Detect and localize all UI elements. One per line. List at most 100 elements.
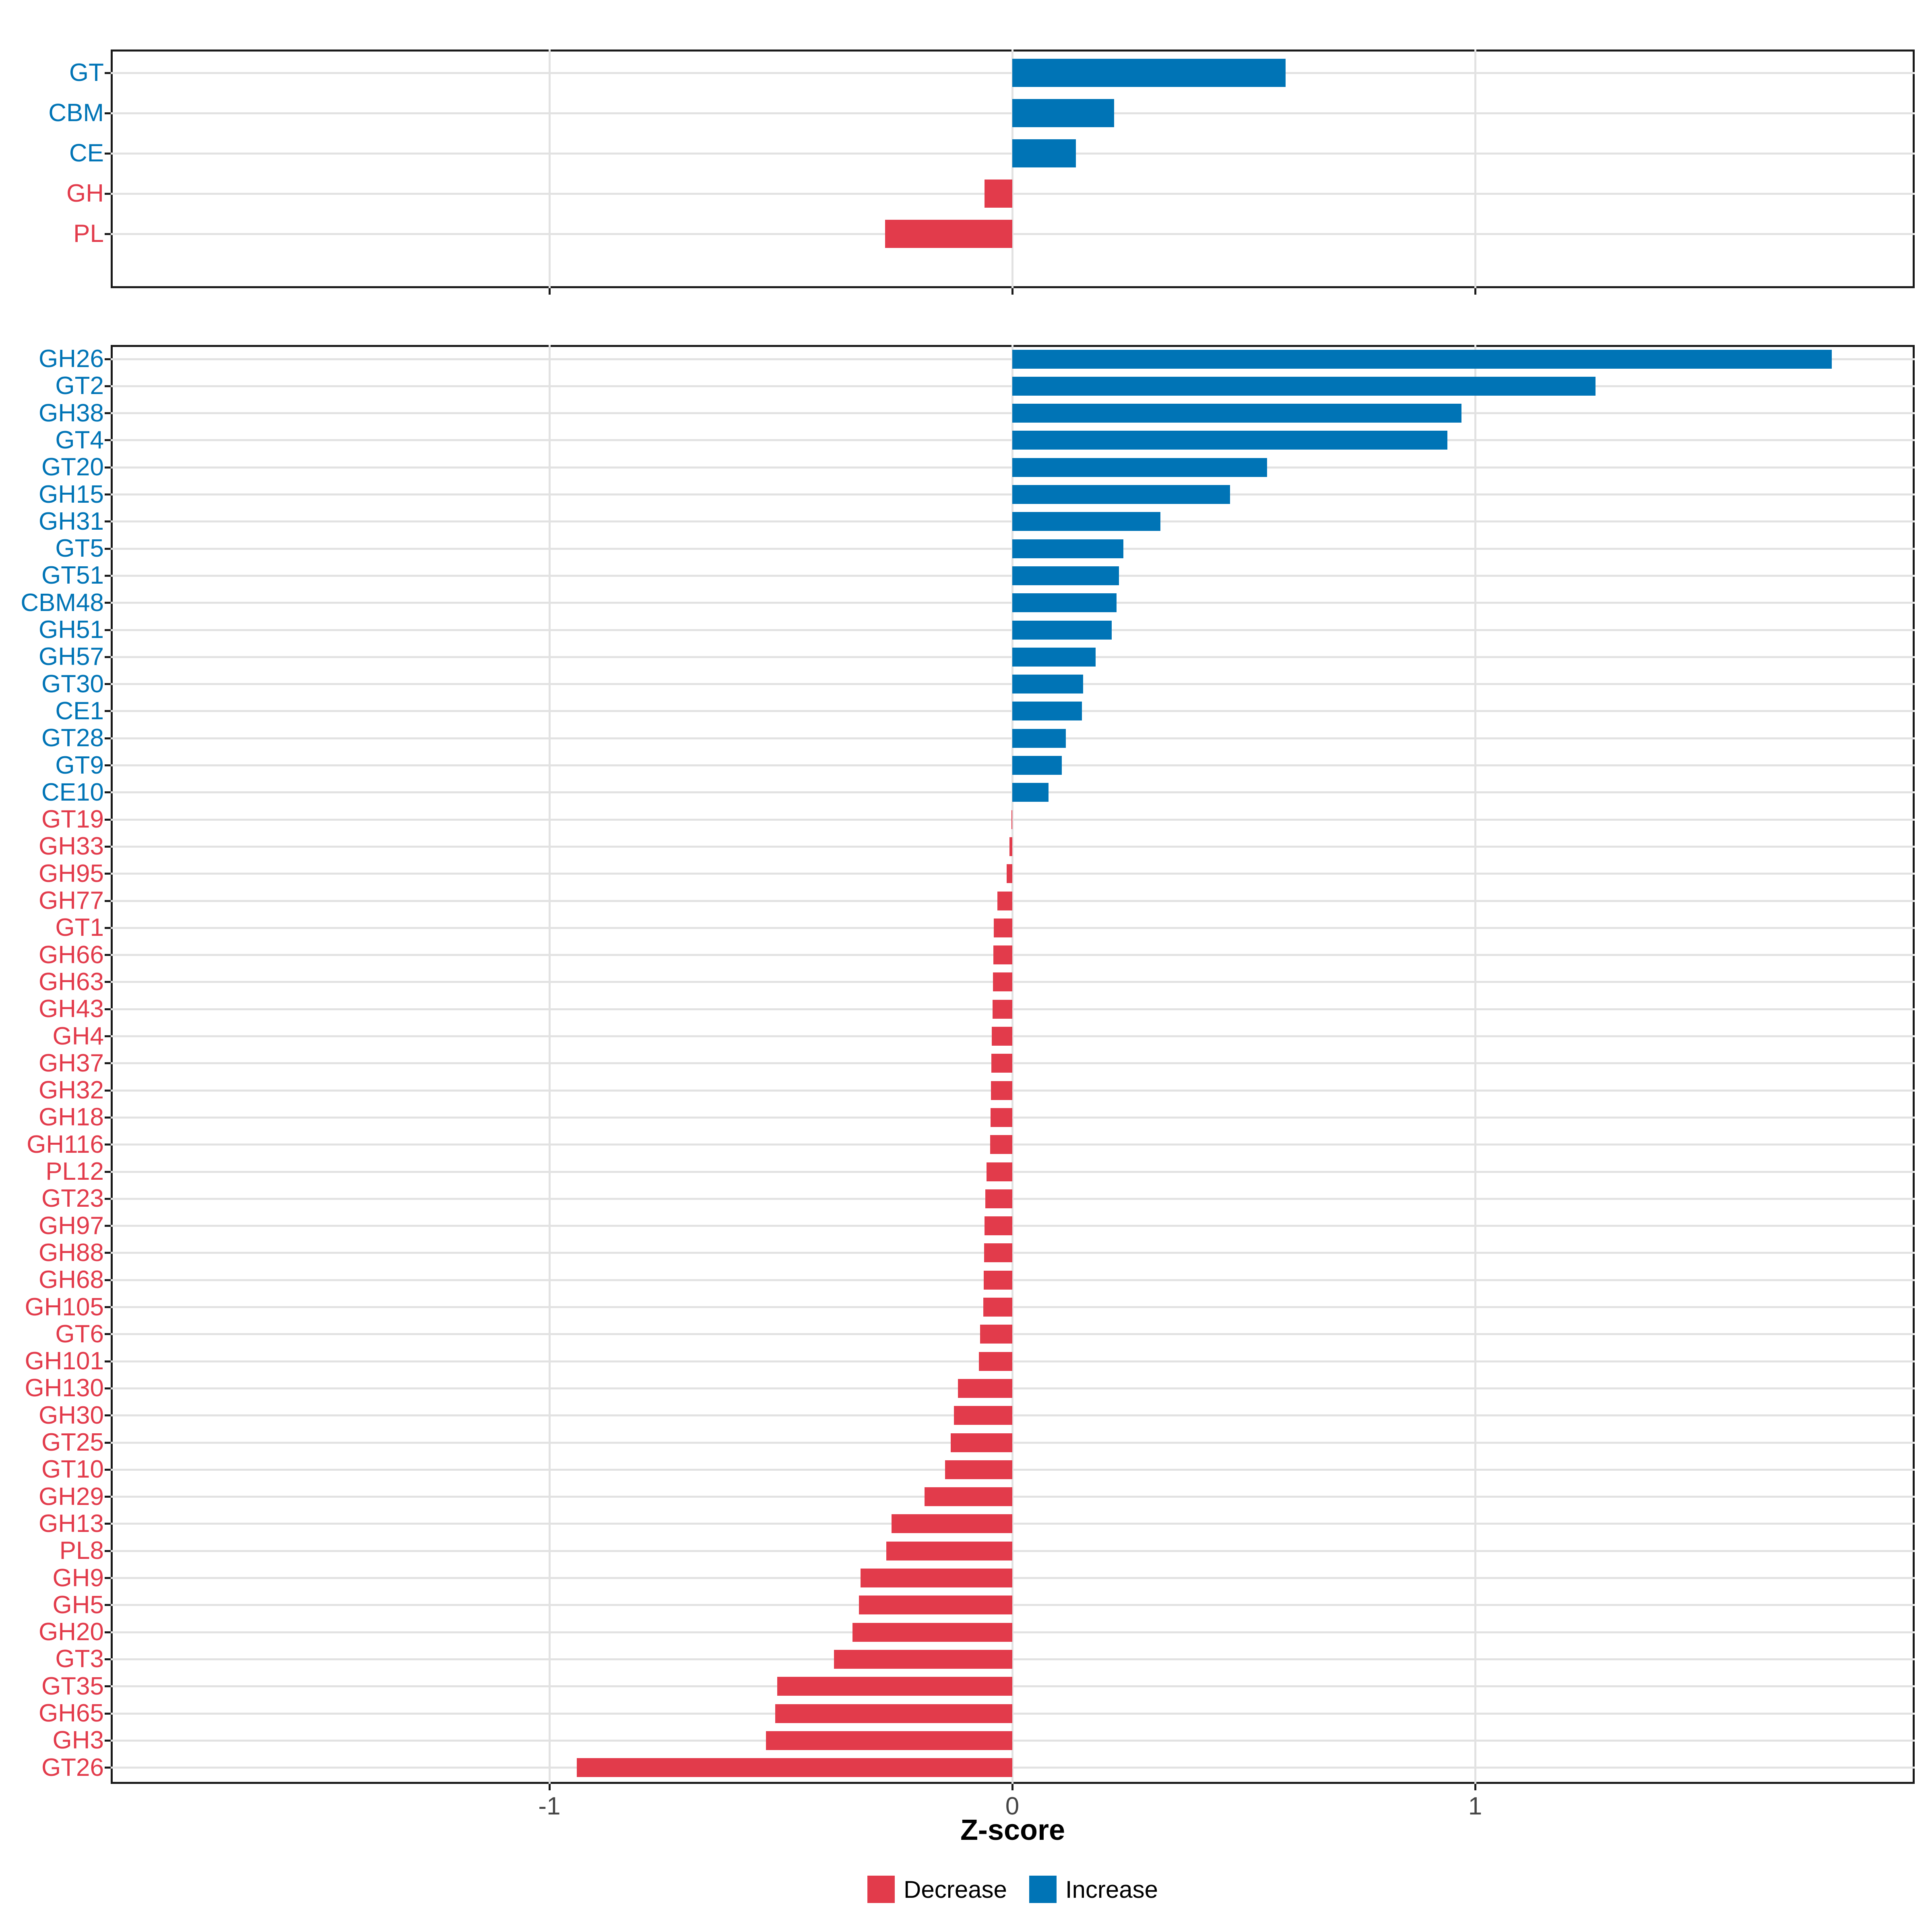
y-tick-CBM [105,112,111,114]
bar-GH88 [984,1243,1012,1263]
gridline-row [111,1252,1915,1254]
bar-GH101 [979,1352,1012,1371]
bar-GH95 [1007,864,1012,883]
y-label-GH33: GH33 [39,832,104,861]
bar-GH105 [983,1298,1012,1317]
y-tick-GH66 [105,954,111,956]
bar-GH77 [997,891,1012,910]
y-label-GT35: GT35 [41,1672,104,1700]
y-tick-GH29 [105,1496,111,1498]
bar-GT [1012,59,1286,87]
y-tick-CE10 [105,791,111,794]
legend-swatch-increase-icon [1029,1876,1057,1903]
y-label-GH43: GH43 [39,995,104,1023]
bar-GH4 [992,1027,1012,1046]
x-tick-label--1: -1 [538,1792,561,1820]
bar-GH30 [954,1406,1012,1425]
gridline-row [111,1712,1915,1715]
legend-entry-increase: Increase [1029,1876,1158,1903]
y-tick-GT35 [105,1685,111,1688]
panel-enzyme-classes: GT CBM CE GH PL [48,50,1915,288]
gridline-x--1 [548,50,551,288]
bar-GT4 [1012,431,1447,450]
gridline-row [111,927,1915,929]
y-label-GT6: GT6 [55,1320,104,1348]
y-label-GH26: GH26 [39,345,104,373]
y-tick-GT28 [105,737,111,739]
bar-PL [885,220,1012,248]
gridline-row [111,873,1915,875]
gridline-row [111,1658,1915,1660]
x-tick-1 [1474,288,1476,295]
bar-GT26 [576,1758,1012,1777]
y-label-GH68: GH68 [39,1266,104,1294]
gridline-row [111,1767,1915,1769]
legend-entry-decrease: Decrease [867,1876,1007,1903]
x-tick-1 [1474,1784,1476,1790]
y-label-GH57: GH57 [39,643,104,671]
y-tick-GH57 [105,656,111,658]
bar-CE10 [1012,783,1049,802]
y-tick-GH15 [105,493,111,495]
y-tick-GT3 [105,1658,111,1660]
y-label-GH13: GH13 [39,1509,104,1538]
bar-PL8 [886,1541,1012,1560]
gridline-row [111,954,1915,956]
y-tick-GH32 [105,1089,111,1092]
y-tick-GT19 [105,818,111,821]
panel-enzyme-families: GH26 GT2 GH38 GT4 GT20 GH15 GH31 GT5 GT51 CBM48 GH… [21,345,1915,1784]
y-label-GH130: GH130 [25,1374,104,1402]
gridline-row [111,1577,1915,1579]
gridline-row [111,1604,1915,1606]
bar-GH5 [859,1596,1012,1615]
y-label-GH51: GH51 [39,616,104,644]
y-label-CE: CE [69,139,104,167]
legend-label-decrease: Decrease [904,1876,1007,1903]
y-tick-GH33 [105,845,111,848]
gridline-row [111,845,1915,848]
y-tick-CBM48 [105,602,111,604]
y-tick-GT26 [105,1767,111,1769]
y-tick-GH9 [105,1577,111,1579]
y-label-GH4: GH4 [52,1022,104,1050]
y-tick-GH43 [105,1008,111,1010]
y-tick-GT10 [105,1468,111,1471]
y-tick-GH97 [105,1225,111,1227]
y-label-GH97: GH97 [39,1212,104,1240]
bar-GH116 [990,1135,1012,1154]
y-label-PL: PL [73,220,104,248]
bar-GH13 [891,1514,1012,1534]
legend: Decrease Increase [111,1875,1915,1904]
legend-label-increase: Increase [1065,1876,1158,1903]
gridline-row [111,1360,1915,1362]
gridline-row [111,1387,1915,1389]
y-tick-PL12 [105,1170,111,1173]
gridline-row [111,1468,1915,1471]
y-tick-GH38 [105,412,111,415]
y-tick-GH31 [105,520,111,523]
y-tick-GH68 [105,1279,111,1281]
bar-GT3 [834,1649,1012,1669]
y-tick-GH77 [105,900,111,902]
y-tick-GH [105,192,111,195]
y-label-PL12: PL12 [45,1158,104,1185]
legend-swatch-decrease-icon [867,1876,895,1903]
y-label-GH29: GH29 [39,1482,104,1511]
x-tick--1 [548,1784,551,1790]
y-label-CE1: CE1 [55,697,104,725]
y-tick-GH101 [105,1360,111,1362]
bar-GH [985,180,1012,208]
y-tick-GH37 [105,1062,111,1065]
y-label-GH: GH [66,180,104,207]
y-label-GT23: GT23 [41,1185,104,1213]
bar-GH31 [1012,512,1160,531]
bar-GH20 [852,1622,1012,1642]
y-tick-GT6 [105,1333,111,1335]
bar-GT51 [1012,566,1119,585]
y-label-GT9: GT9 [55,751,104,779]
y-label-GH15: GH15 [39,480,104,508]
y-tick-GH30 [105,1414,111,1417]
y-tick-GT5 [105,547,111,550]
y-label-GT2: GT2 [55,372,104,400]
